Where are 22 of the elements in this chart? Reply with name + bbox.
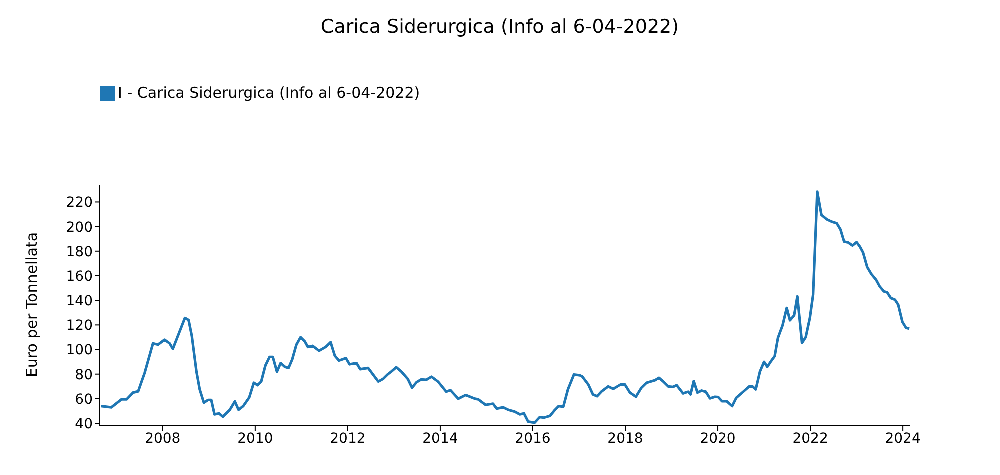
legend-label: I - Carica Siderurgica (Info al 6-04-2022) xyxy=(118,84,420,102)
x-tick-label: 2024 xyxy=(885,430,921,447)
chart-title: Carica Siderurgica (Info al 6-04-2022) xyxy=(320,16,680,38)
y-tick-label: 140 xyxy=(66,294,93,310)
x-tick-label: 2018 xyxy=(608,430,644,447)
x-tick-label: 2008 xyxy=(145,430,181,447)
y-tick-label: 160 xyxy=(66,268,93,285)
y-tick-label: 120 xyxy=(66,318,93,334)
x-tick-label: 2020 xyxy=(700,430,736,447)
x-tick-label: 2014 xyxy=(422,430,458,447)
y-axis-title: Euro per Tonnellata xyxy=(23,232,41,378)
y-tick-label: 80 xyxy=(75,367,93,384)
y-tick-label: 100 xyxy=(66,342,93,359)
y-tick-label: 40 xyxy=(75,416,93,433)
x-tick-label: 2012 xyxy=(330,430,366,447)
x-tick-label: 2010 xyxy=(238,430,274,447)
x-tick-label: 2022 xyxy=(792,430,828,447)
x-tick-label: 2016 xyxy=(515,430,551,447)
y-tick-label: 60 xyxy=(75,392,93,408)
y-tick-label: 180 xyxy=(66,244,93,260)
y-tick-label: 220 xyxy=(66,195,93,212)
y-tick-label: 200 xyxy=(66,220,93,236)
